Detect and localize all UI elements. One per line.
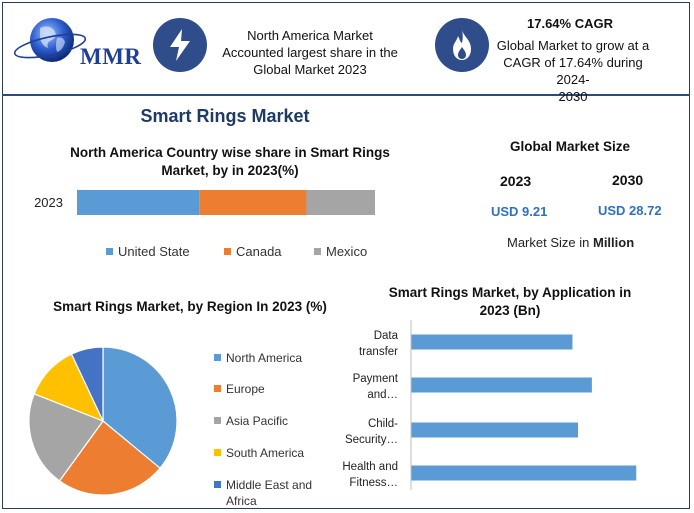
- legend-label: United State: [118, 244, 190, 259]
- infographic-frame: [2, 2, 690, 509]
- year-2030-label: 2030: [612, 172, 644, 188]
- header-divider: [2, 94, 690, 96]
- region-pie-chart: [28, 346, 178, 496]
- application-category-label: Data: [374, 330, 399, 342]
- pie-legend-item: Middle East and Africa: [214, 477, 326, 509]
- legend-swatch: [214, 481, 221, 488]
- badge2-line: 2030: [558, 89, 588, 104]
- legend-label: Middle East and Africa: [226, 478, 313, 508]
- stacked-bar-segment: [77, 190, 200, 215]
- cagr-title: 17.64% CAGR: [527, 16, 613, 31]
- mmr-logo: MMR: [10, 8, 142, 69]
- pie-legend-item: Europe: [214, 381, 326, 397]
- application-bar: [411, 334, 573, 350]
- badge2-line: CAGR of 17.64% during 2024-: [503, 55, 643, 87]
- legend-label: Asia Pacific: [226, 414, 289, 428]
- region-share-title: Smart Rings Market, by Region In 2023 (%…: [53, 299, 327, 314]
- legend-swatch: [224, 248, 231, 255]
- unit-prefix: Market Size in: [507, 235, 593, 250]
- north-america-share-text: North America Market Accounted largest s…: [212, 27, 408, 78]
- application-bar: [411, 377, 592, 393]
- application-category-label: Child-: [368, 418, 398, 430]
- legend-item-united-state: United State: [106, 244, 190, 259]
- value-2023-label: USD 9.21: [491, 204, 548, 219]
- application-bar-chart: Data transfer Payment and… Child- Security… He…: [342, 320, 637, 490]
- application-category-label: and…: [367, 389, 398, 401]
- application-bar: [411, 465, 637, 481]
- application-title: Smart Rings Market, by Application in 20…: [388, 285, 632, 318]
- application-category-label: Health and: [342, 461, 398, 473]
- country-share-chart: 2023: [34, 190, 375, 215]
- legend-label: North America: [226, 351, 303, 365]
- legend-swatch: [214, 449, 221, 456]
- pie-slice: [58, 420, 161, 496]
- legend-swatch: [214, 385, 221, 392]
- legend-item-mexico: Mexico: [314, 244, 367, 259]
- legend-swatch: [314, 248, 321, 255]
- value-2030-label: USD 28.72: [598, 203, 662, 218]
- pie-slice: [102, 346, 178, 470]
- legend-swatch: [214, 417, 221, 424]
- pie-legend-item: Asia Pacific: [214, 413, 326, 429]
- pie-legend-item: South America: [214, 445, 326, 461]
- country-share-title: North America Country wise share in Smar…: [70, 145, 390, 178]
- year-axis-label: 2023: [34, 195, 63, 210]
- badge2-line: Global Market to grow at a: [496, 38, 650, 53]
- application-category-label: Security…: [345, 434, 398, 446]
- pie-slice: [28, 392, 104, 482]
- application-category-label: transfer: [359, 346, 398, 358]
- badge1-line: Global Market 2023: [253, 62, 367, 77]
- pie-legend-item: North America: [214, 350, 326, 366]
- market-size-unit: Market Size in Million: [507, 235, 634, 250]
- unit-bold: Million: [592, 235, 635, 250]
- global-size-title: Global Market Size: [509, 139, 631, 154]
- page-title: Smart Rings Market: [140, 106, 310, 126]
- flame-icon: [435, 18, 489, 72]
- legend-label: South America: [226, 446, 305, 460]
- legend-label: Mexico: [326, 244, 368, 259]
- badge1-line: North America Market: [247, 28, 373, 43]
- stacked-bar-segment: [199, 190, 307, 215]
- globe-icon: [13, 18, 87, 62]
- application-category-label: Fitness…: [349, 477, 398, 489]
- year-2023-label: 2023: [500, 173, 532, 189]
- application-bar: [411, 422, 578, 438]
- badge1-line: Accounted largest share in the: [222, 45, 398, 60]
- application-category-label: Payment: [353, 373, 399, 385]
- cagr-text: Global Market to grow at a CAGR of 17.64…: [488, 37, 658, 105]
- legend-swatch: [214, 354, 221, 361]
- legend-label: Europe: [226, 382, 265, 396]
- legend-label: Canada: [236, 244, 282, 259]
- stacked-bar-segment: [306, 190, 375, 215]
- legend-swatch: [106, 248, 113, 255]
- lightning-bolt-icon: [153, 18, 207, 72]
- pie-slice: [70, 346, 104, 422]
- logo-text: MMR: [80, 44, 142, 69]
- legend-item-canada: Canada: [224, 244, 282, 259]
